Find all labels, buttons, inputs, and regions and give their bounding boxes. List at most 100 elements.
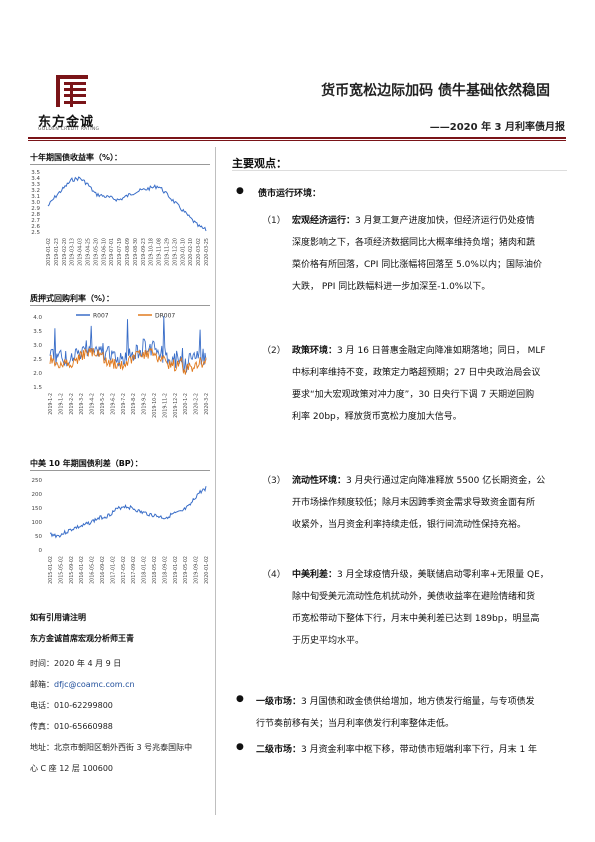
item-1-line-2: 深度影响之下，各项经济数据同比大概率维持负增；猪肉和蔬 [292,238,536,248]
chart1-ytick: 2.6 [31,224,40,230]
chart1-xtick: 2019-05-20 [93,238,99,266]
chart2-xtick: 2020-1-2 [183,393,189,415]
chart3-spread: 250 200 150 100 50 0 2015-01-02 2015-05-02 2015… [32,478,211,584]
chart3-xtick: 2016-05-02 [90,556,96,584]
chart1-series-line [47,176,207,232]
chart3-xtick: 2018-09-02 [162,556,168,584]
main-heading-rule [232,170,567,171]
chart2-xtick: 2019-5-2 [100,393,106,415]
chart2-xtick: 2019-1-2 [58,393,64,415]
chart1-yield: 3.53.43.33.23.13.02.92.82.72.62.5 2019-0… [31,170,210,266]
chart2-xtick: 2019-1-2 [48,393,54,415]
chart2-xtick: 2020-2-2 [194,393,200,415]
chart3-xtick: 2015-09-02 [69,556,75,584]
address-line-2: 心 C 座 12 层 100600 [30,764,114,773]
chart2-xtick: 2019-8-2 [131,393,137,415]
item-number: （3） [262,476,286,486]
item-1-line-4: 大跌， PPI 同比跌幅料进一步加深至-1.0%以下。 [292,282,491,292]
chart1-xtick: 2019-08-30 [133,238,139,266]
company-logo [52,73,92,109]
chart3-xtick: 2017-05-02 [121,556,127,584]
item-3-head: 流动性环境： [292,476,347,486]
chart2-xtick: 2019-10-2 [152,393,158,418]
email-label: 邮箱： [30,680,54,689]
chart2-series-dr007 [49,347,207,375]
email-line: 邮箱：dfjc@coamc.com.cn [30,679,135,690]
chart3-xtick: 2016-01-02 [79,556,85,584]
item-4-line-4: 于历史平均水平。 [292,636,365,646]
chart1-ytick: 2.5 [31,230,40,236]
chart2-repo: R007 DR007 4.0 3.5 3.0 2.5 2.0 1.5 2019-1-2 20… [33,313,210,418]
chart3-ytick: 250 [32,478,43,484]
item-2-line-1: 政策环境：3 月 16 日普惠金融定向降准如期落地；同日， MLF [292,346,546,356]
chart2-xtick: 2020-3-2 [204,393,210,415]
chart1-xtick: 2019-11-08 [157,238,163,266]
item-1-line-3: 菜价格有所回落，CPI 同比涨幅将回落至 5.0%以内；国际油价 [292,260,542,270]
item-3-line-3: 收紧外，当月资金利率持续走低，银行间流动性保持充裕。 [292,520,527,530]
document-subtitle: ——2020 年 3 月利率债月报 [429,122,565,133]
chart2-xtick: 2019-2-2 [69,393,75,415]
chart1-ytick: 3.1 [31,194,40,200]
chart2-title-rule [30,305,210,306]
chart3-xtick: 2018-05-02 [152,556,158,584]
section-market-environment: 债市运行环境： [258,189,322,199]
primary-market-head: 一级市场： [256,697,302,707]
chart1-xtick: 2019-12-20 [172,238,178,266]
bullet-icon: ● [236,694,244,704]
chart3-title-rule [30,470,210,471]
chart1-title: 十年期国债收益率（%）： [30,153,123,162]
chart1-xtick: 2020-03-25 [204,238,210,266]
chart3-xtick: 2015-01-02 [48,556,54,584]
chart1-xtick: 2019-02-20 [62,238,68,266]
chart3-xtick: 2018-01-02 [142,556,148,584]
secondary-market-head: 二级市场： [256,745,302,755]
chart3-xtick: 2019-05-02 [183,556,189,584]
chart2-xtick: 2019-3-2 [79,393,85,415]
item-number: （2） [262,346,286,356]
chart1-xtick: 2019-01-02 [46,238,52,266]
chart1-xtick: 2020-01-10 [180,238,186,266]
cite-note: 如有引用请注明 [30,613,86,622]
item-4-head: 中美利差： [292,570,338,580]
item-4-line-2: 除中旬受美元流动性危机扰动外，美债收益率在避险情绪和货 [292,592,536,602]
chart3-xtick: 2015-05-02 [58,556,64,584]
chart3-xtick: 2017-01-02 [110,556,116,584]
chart2-xtick: 2019-6-2 [110,393,116,415]
chart1-xtick: 2019-04-25 [86,238,92,266]
chart2-xtick: 2019-9-2 [142,393,148,415]
chart3-xtick: 2019-09-02 [194,556,200,584]
fax: 传真：010-65660988 [30,722,113,731]
chart2-xtick: 2019-7-2 [121,393,127,415]
main-heading: 主要观点： [232,157,287,170]
column-divider [215,147,216,815]
author: 东方金诚首席宏观分析师王青 [30,634,134,643]
item-4-line-1: 中美利差：3 月全球疫情升级，美联储启动零利率+无限量 QE， [292,570,549,580]
chart2-ytick: 4.0 [33,315,42,321]
chart1-xtick: 2019-03-13 [70,238,76,266]
chart1-xtick: 2019-11-29 [165,238,171,266]
chart1-xtick: 2019-06-10 [101,238,107,266]
bullet-icon: ● [236,186,244,196]
secondary-market-line-1: 二级市场：3 月资金利率中枢下移，带动债市短端利率下行，月末 1 年 [256,745,538,755]
chart2-xtick: 2019-12-2 [173,393,179,418]
email-link[interactable]: dfjc@coamc.com.cn [54,680,135,689]
phone: 电话：010-62299800 [30,701,113,710]
chart1-xtick: 2020-03-02 [196,238,202,266]
chart1-xtick: 2020-02-10 [188,238,194,266]
chart1-xtick: 2019-01-23 [54,238,60,266]
chart3-xtick: 2019-01-02 [173,556,179,584]
chart2-ytick: 3.5 [33,329,42,335]
chart3-ytick: 200 [32,492,43,498]
item-2-line-2: 中标利率维持不变，政策定力略超预期；27 日中央政治局会议 [292,368,541,378]
chart1-title-rule [30,164,210,165]
item-number: （1） [262,216,286,226]
chart2-ytick: 2.5 [33,357,42,363]
chart3-series-line [49,486,207,539]
header-rule [28,137,566,139]
chart3-xtick: 2020-01-02 [204,556,210,584]
chart1-ytick: 2.9 [31,206,40,212]
item-2-head: 政策环境： [292,346,338,356]
chart1-xtick: 2019-09-23 [141,238,147,266]
chart1-xtick: 2019-04-03 [78,238,84,266]
chart1-xtick: 2019-08-09 [125,238,131,266]
